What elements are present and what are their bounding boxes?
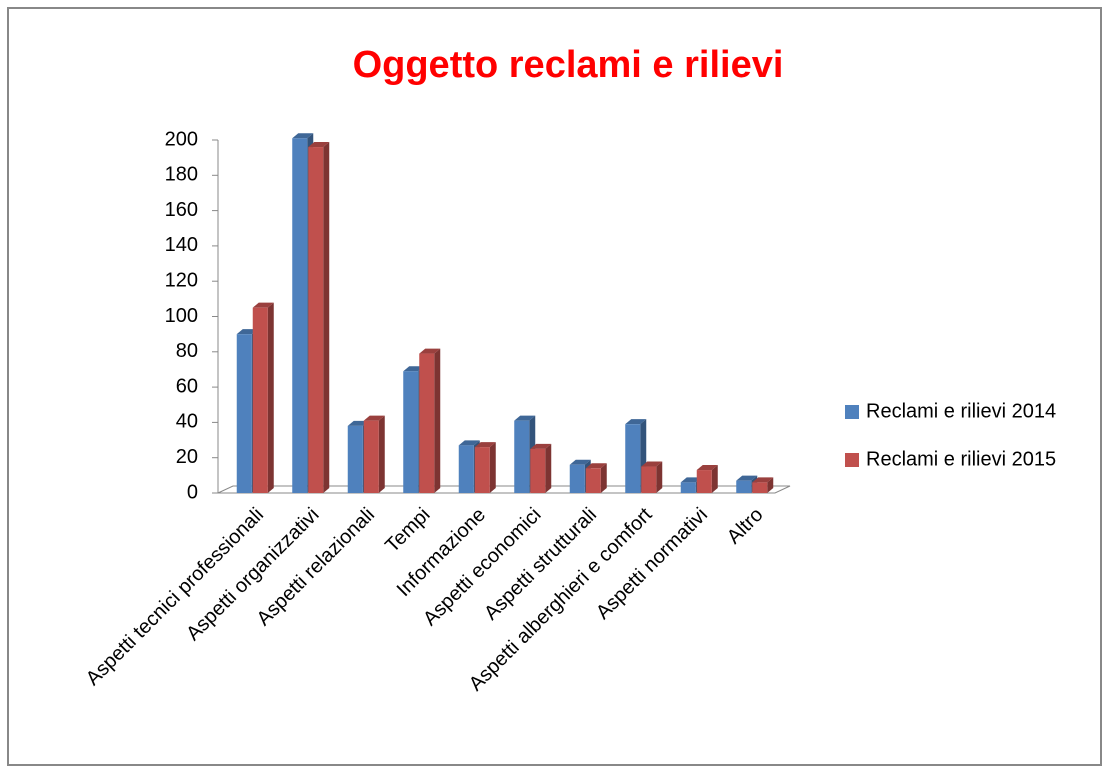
bar bbox=[625, 424, 641, 493]
y-tick-label: 120 bbox=[165, 269, 198, 291]
y-tick-label: 180 bbox=[165, 164, 198, 186]
bar-top bbox=[403, 366, 425, 372]
bar-top bbox=[752, 477, 774, 483]
bar-top bbox=[569, 459, 591, 465]
bar bbox=[514, 420, 530, 493]
bar-top bbox=[514, 415, 536, 421]
bar-side bbox=[545, 443, 552, 493]
bar-top bbox=[641, 461, 663, 467]
y-tick-label: 20 bbox=[176, 446, 198, 468]
bar-side bbox=[767, 477, 774, 493]
bar-top bbox=[363, 415, 385, 421]
bar-side bbox=[267, 302, 274, 493]
chart-title: Oggetto reclami e rilievi bbox=[353, 44, 784, 86]
legend-swatch bbox=[845, 453, 859, 467]
bar-top bbox=[236, 329, 258, 335]
bar bbox=[474, 447, 490, 493]
bar-side bbox=[434, 348, 441, 493]
y-tick-label: 100 bbox=[165, 305, 198, 327]
bar-top bbox=[474, 442, 496, 448]
bar bbox=[530, 448, 546, 493]
bar-side bbox=[489, 442, 496, 493]
bar bbox=[236, 334, 252, 493]
bar-top bbox=[458, 440, 480, 446]
bar-top bbox=[696, 465, 718, 471]
bar bbox=[252, 307, 268, 493]
bar bbox=[752, 482, 768, 493]
bar-top bbox=[347, 420, 369, 426]
y-tick-label: 160 bbox=[165, 199, 198, 221]
bar-side bbox=[378, 415, 385, 493]
bar-top bbox=[530, 443, 552, 449]
bar-top bbox=[419, 348, 441, 354]
bar bbox=[569, 464, 585, 493]
bar bbox=[641, 466, 657, 493]
bar bbox=[680, 482, 696, 493]
bar-top bbox=[308, 142, 330, 148]
y-tick-label: 60 bbox=[176, 375, 198, 397]
y-tick-label: 40 bbox=[176, 411, 198, 433]
chart-border bbox=[7, 7, 1102, 766]
legend-swatch bbox=[845, 405, 859, 419]
bar-top bbox=[736, 475, 758, 481]
bar bbox=[403, 371, 419, 493]
y-tick-label: 80 bbox=[176, 340, 198, 362]
y-tick-label: 0 bbox=[187, 481, 198, 503]
y-tick-label: 140 bbox=[165, 234, 198, 256]
bar bbox=[292, 138, 308, 494]
bar bbox=[308, 147, 324, 493]
bar bbox=[736, 480, 752, 493]
bar-side bbox=[711, 465, 718, 493]
bar-top bbox=[625, 419, 647, 425]
bar bbox=[696, 470, 712, 493]
bar-side bbox=[656, 461, 663, 493]
bar-top bbox=[680, 477, 702, 483]
legend-label: Reclami e rilievi 2015 bbox=[866, 448, 1056, 470]
bar-side bbox=[323, 142, 330, 493]
bar bbox=[363, 420, 379, 493]
y-tick-label: 200 bbox=[165, 128, 198, 150]
bar bbox=[585, 468, 601, 493]
bar bbox=[419, 353, 435, 493]
bar-side bbox=[600, 463, 607, 493]
bar-top bbox=[252, 302, 274, 308]
bar-top bbox=[292, 133, 314, 139]
bar-top bbox=[585, 463, 607, 469]
legend-label: Reclami e rilievi 2014 bbox=[866, 400, 1056, 422]
bar bbox=[347, 425, 363, 493]
bar bbox=[458, 445, 474, 493]
